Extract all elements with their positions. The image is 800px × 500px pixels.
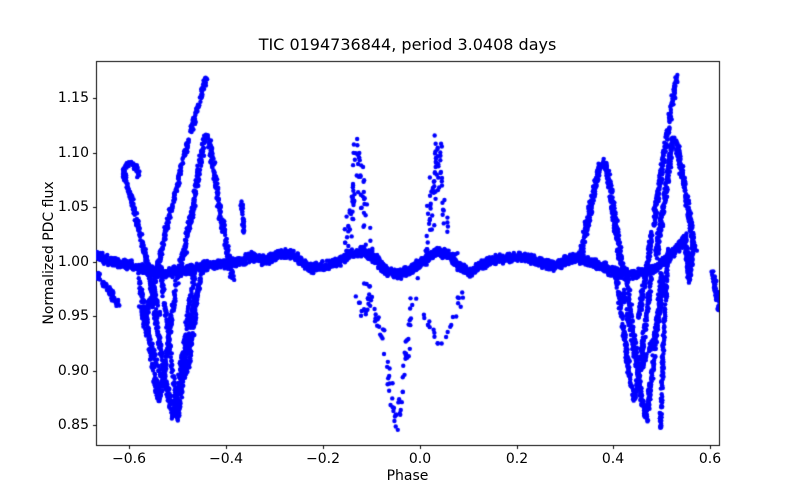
x-tick-label: −0.6: [112, 451, 146, 467]
chart-title: TIC 0194736844, period 3.0408 days: [258, 35, 557, 54]
y-tick-label: 1.00: [57, 254, 89, 270]
x-tick-label: 0.0: [408, 451, 432, 467]
y-tick-label: 1.10: [57, 145, 89, 161]
y-tick-label: 0.90: [57, 363, 89, 379]
y-tick-label: 1.15: [57, 90, 89, 106]
x-tick-label: −0.4: [209, 451, 243, 467]
y-tick-label: 0.95: [57, 308, 89, 324]
x-tick-label: 0.2: [505, 451, 529, 467]
x-tick-label: 0.4: [601, 451, 625, 467]
x-tick-label: 0.6: [698, 451, 722, 467]
y-tick-label: 1.05: [57, 199, 89, 215]
x-tick-label: −0.2: [306, 451, 340, 467]
x-axis-label: Phase: [386, 468, 429, 484]
y-axis-label: Normalized PDC flux: [41, 181, 57, 325]
y-tick-label: 0.85: [57, 417, 89, 433]
